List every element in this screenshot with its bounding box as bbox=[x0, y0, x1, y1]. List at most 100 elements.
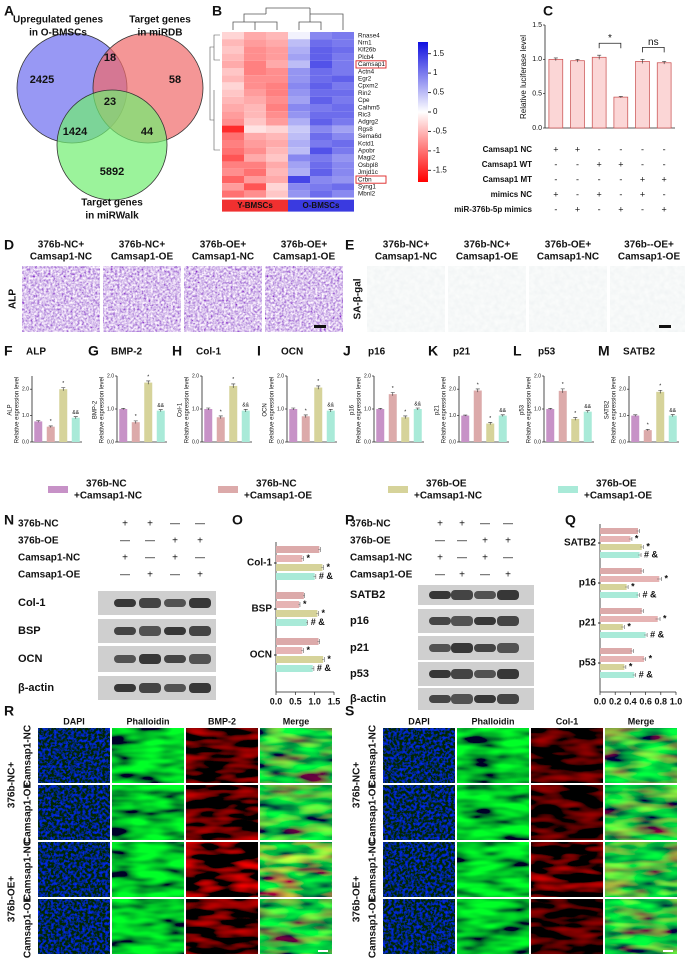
condition-label: Camsap1-OE bbox=[350, 570, 413, 581]
error-bar bbox=[316, 611, 319, 616]
row-label: Camsap1-OE bbox=[368, 782, 379, 845]
x-tick-label: 0.0 bbox=[270, 696, 283, 706]
heatmap-cell bbox=[310, 132, 332, 140]
heatmap-cell bbox=[244, 104, 266, 112]
group-bar bbox=[288, 199, 354, 212]
panel-letter: P bbox=[345, 512, 354, 528]
bar bbox=[413, 409, 422, 442]
bar bbox=[388, 394, 397, 442]
heatmap-cell bbox=[332, 132, 354, 140]
scale-bar bbox=[314, 325, 326, 328]
x-tick-label: 1.0 bbox=[670, 696, 683, 706]
column-label: 376b-OE+ bbox=[281, 240, 328, 251]
error-bar bbox=[133, 420, 138, 424]
significance-label: # & bbox=[311, 617, 326, 627]
heatmap-cell bbox=[332, 104, 354, 112]
row-label: Camsap1-NC bbox=[23, 725, 34, 787]
band-label: β-actin bbox=[18, 682, 54, 694]
panel-letter: A bbox=[4, 3, 14, 19]
column-label: Camsap1-OE bbox=[273, 252, 336, 263]
heatmap-cell bbox=[266, 190, 288, 198]
heatmap-cell bbox=[266, 111, 288, 119]
panel-letter: N bbox=[4, 512, 14, 528]
panel-letter: E bbox=[345, 237, 354, 253]
y-tick-label: 0.0 bbox=[107, 439, 114, 445]
significance-label: * bbox=[303, 599, 307, 609]
heatmap-cell bbox=[222, 104, 244, 112]
heatmap-cell bbox=[244, 190, 266, 198]
heatmap-cell bbox=[244, 32, 266, 40]
venn-count: 23 bbox=[104, 96, 116, 108]
gene-label: Syng1 bbox=[358, 183, 376, 190]
legend-label: 376b-OE bbox=[596, 479, 637, 490]
heatmap-cell bbox=[310, 75, 332, 83]
panel-letter: M bbox=[598, 343, 610, 359]
y-axis-label: ALP bbox=[8, 404, 14, 415]
channel-label: BMP-2 bbox=[208, 716, 236, 726]
blot-band bbox=[497, 669, 519, 679]
condition-sign: — bbox=[195, 519, 205, 530]
band-label: SATB2 bbox=[350, 589, 385, 601]
condition-sign: + bbox=[505, 536, 511, 547]
condition-label: Camsap1-OE bbox=[18, 570, 81, 581]
y-tick-label: 2.0 bbox=[192, 373, 199, 379]
bar bbox=[473, 390, 482, 442]
condition-sign: - bbox=[554, 159, 557, 169]
category-label: OCN bbox=[250, 650, 272, 661]
fluorescence-image bbox=[186, 728, 258, 783]
panel-letter: F bbox=[4, 343, 13, 359]
band-label: p21 bbox=[350, 642, 369, 654]
y-tick-label: 1.0 bbox=[22, 413, 29, 419]
gene-label: Jmjd1c bbox=[358, 169, 378, 176]
fluorescence-image bbox=[457, 785, 529, 840]
error-bar bbox=[655, 617, 661, 621]
condition-label: miR-376b-5p mimics bbox=[454, 205, 532, 214]
significance-label: * bbox=[608, 33, 612, 44]
heatmap-cell bbox=[288, 75, 310, 83]
condition-sign: + bbox=[505, 570, 511, 581]
error-bar bbox=[636, 593, 640, 597]
bar bbox=[276, 647, 303, 654]
condition-sign: — bbox=[457, 536, 467, 547]
condition-sign: + bbox=[553, 189, 558, 199]
column-label: 376b-NC+ bbox=[119, 240, 166, 251]
y-tick-label: 2.0 bbox=[534, 373, 541, 379]
heatmap-cell bbox=[288, 68, 310, 76]
column-label: 376b-NC+ bbox=[383, 240, 430, 251]
bar bbox=[289, 409, 298, 442]
gene-label: Magi2 bbox=[358, 155, 376, 162]
heatmap-cell bbox=[244, 118, 266, 126]
gene-label: Plcb4 bbox=[358, 54, 374, 61]
significance-label: * bbox=[627, 621, 631, 631]
error-bar bbox=[618, 96, 623, 98]
column-label: Camsap1-NC bbox=[375, 252, 437, 263]
condition-sign: + bbox=[459, 519, 465, 530]
fluorescence-image bbox=[605, 728, 677, 783]
condition-sign: + bbox=[122, 519, 128, 530]
panel-letter: D bbox=[4, 237, 14, 253]
significance-label: && bbox=[669, 408, 676, 414]
condition-label: Camsap1 WT bbox=[482, 160, 532, 169]
condition-label: Camsap1 MT bbox=[483, 175, 532, 184]
heatmap-cell bbox=[266, 168, 288, 176]
condition-sign: + bbox=[640, 174, 645, 184]
y-axis-label: Relative expression level bbox=[527, 377, 533, 443]
heatmap-cell bbox=[332, 96, 354, 104]
error-bar bbox=[321, 565, 324, 570]
bar bbox=[276, 601, 300, 608]
condition-sign: + bbox=[575, 144, 580, 154]
y-tick-label: 1.0 bbox=[619, 413, 626, 419]
condition-label: 376b-NC bbox=[350, 519, 391, 530]
chart-title: ALP bbox=[26, 347, 46, 358]
bar bbox=[613, 96, 629, 129]
blot-band bbox=[189, 626, 211, 636]
gene-label: Sema6d bbox=[358, 133, 382, 140]
heatmap-cell bbox=[288, 89, 310, 97]
heatmap-cell bbox=[332, 111, 354, 119]
significance-label: * bbox=[649, 653, 653, 663]
condition-sign: + bbox=[618, 159, 623, 169]
bar bbox=[498, 415, 507, 442]
y-axis-label: Relative expression level bbox=[612, 377, 618, 443]
blot-band bbox=[451, 616, 473, 626]
